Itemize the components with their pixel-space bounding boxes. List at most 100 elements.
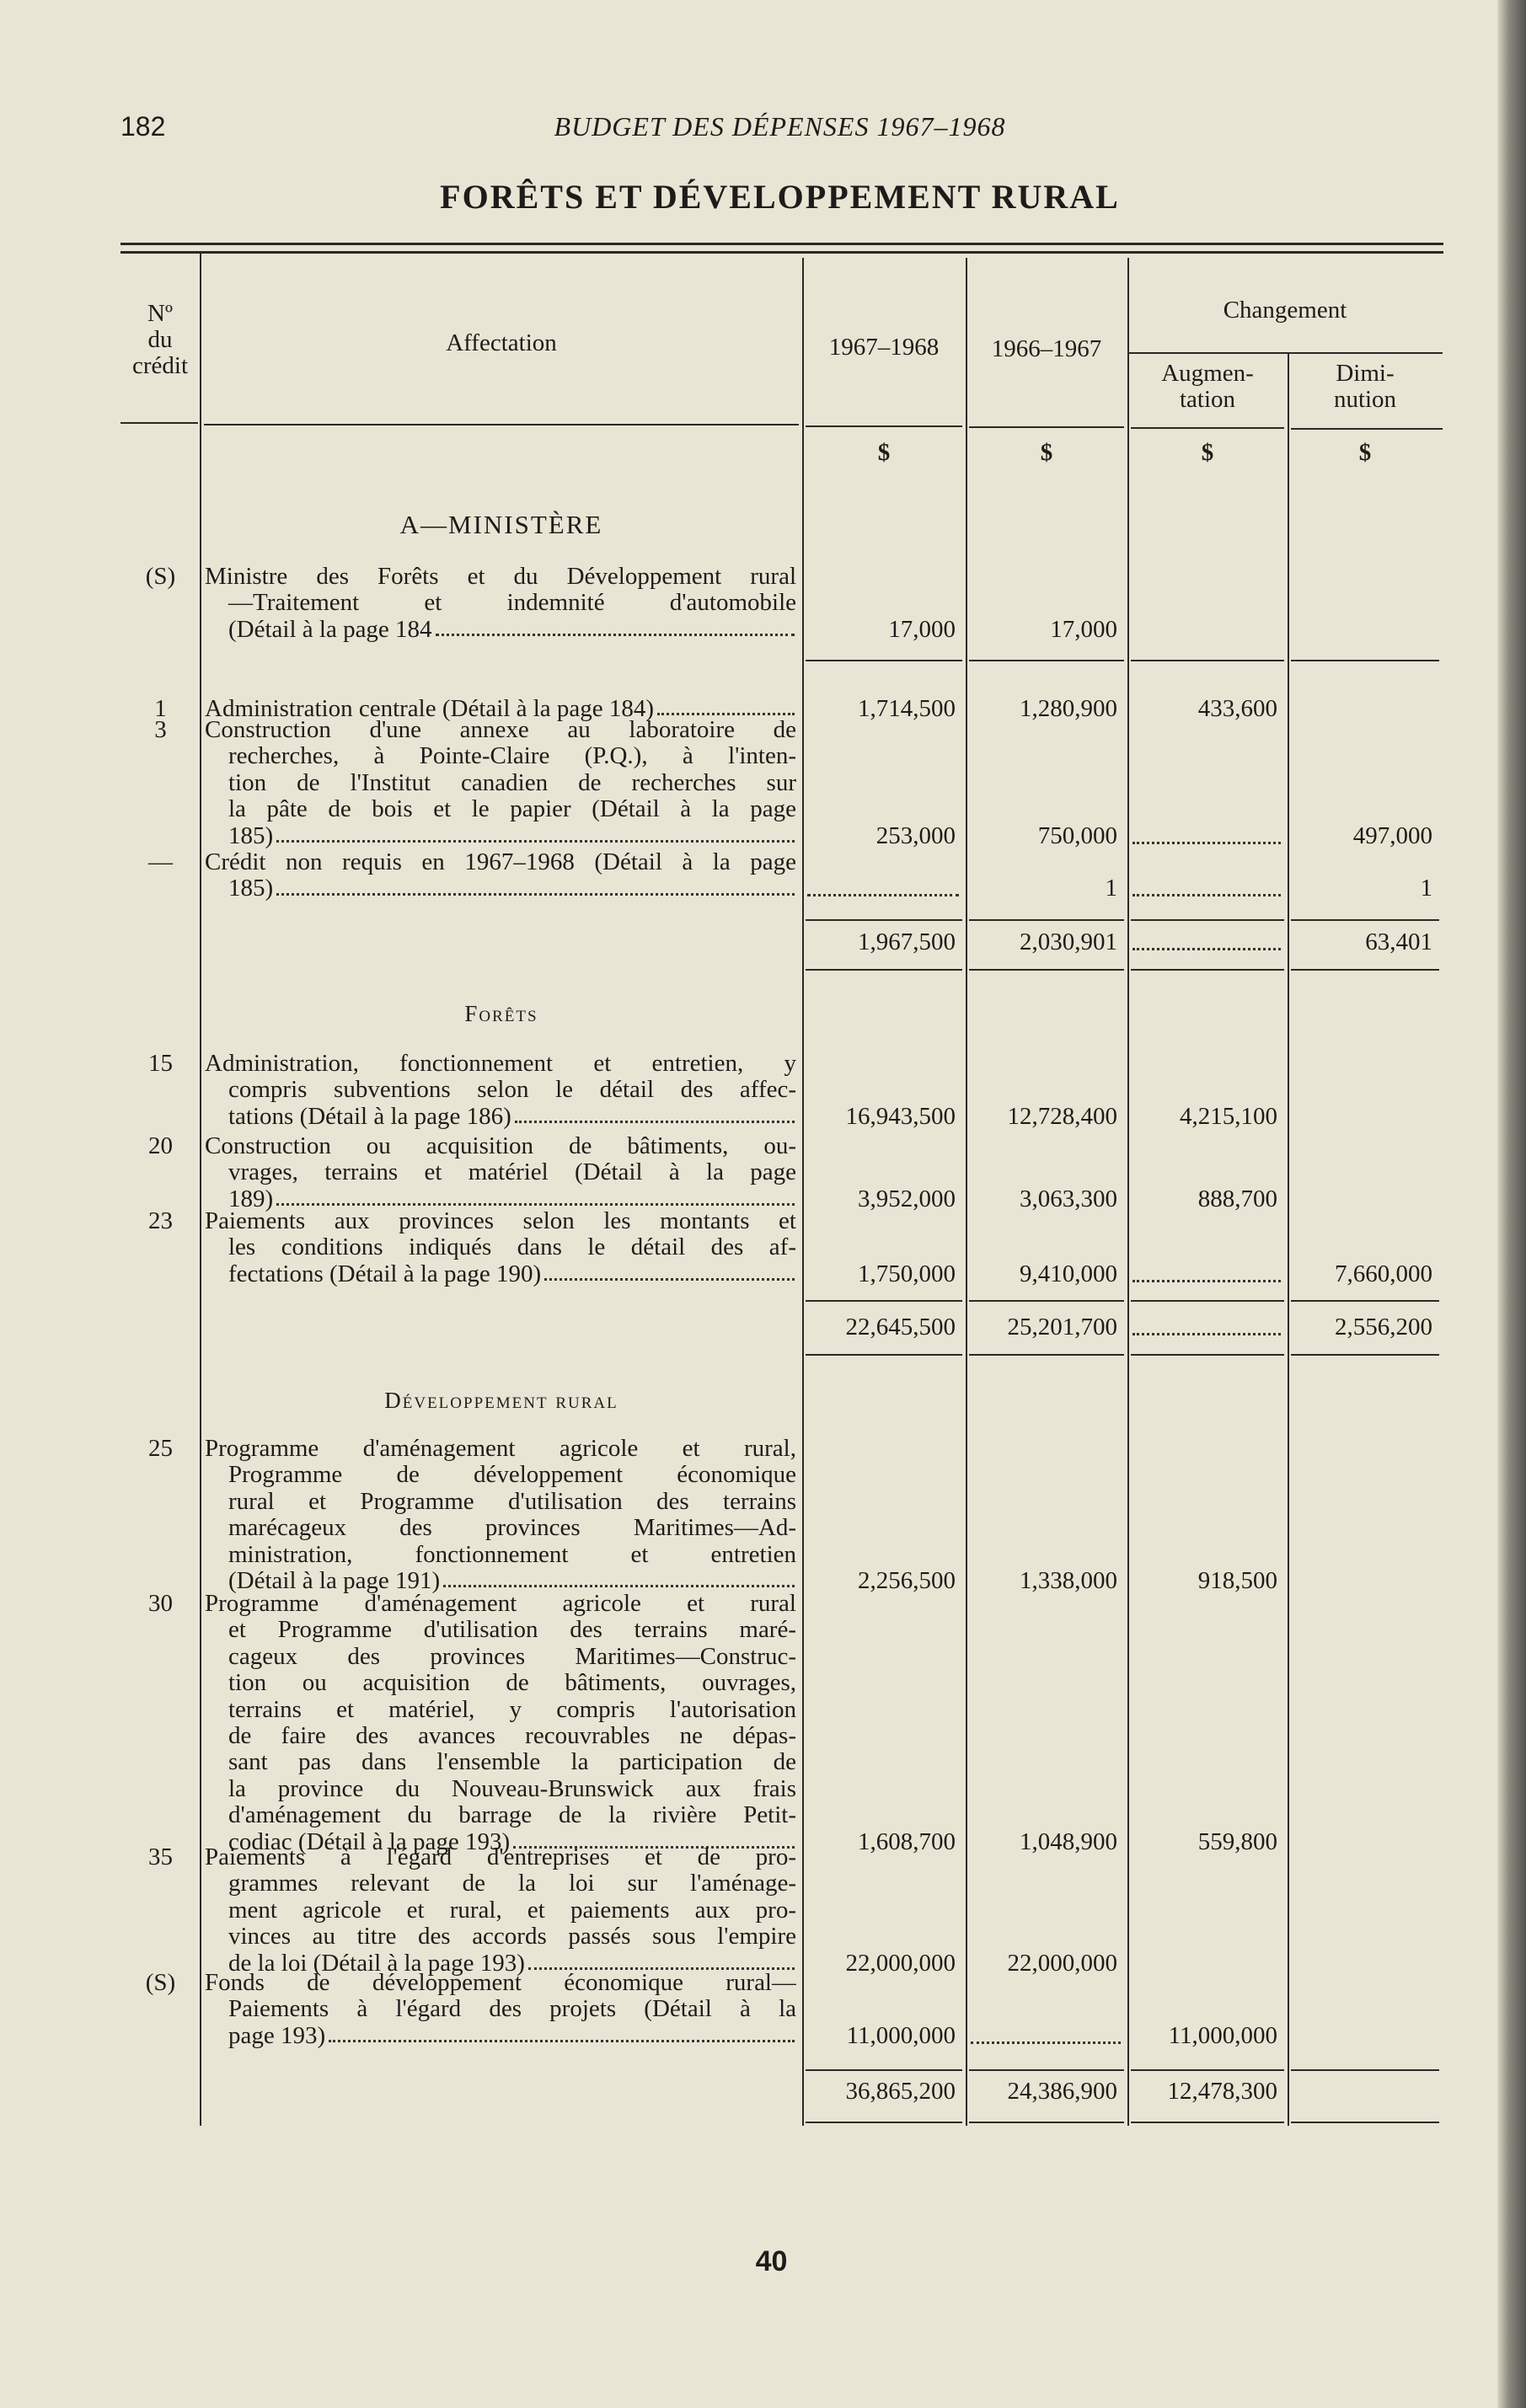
dot-leader [1132, 1333, 1281, 1335]
total-rule [969, 919, 1124, 921]
page-title: FORÊTS ET DÉVELOPPEMENT RURAL [440, 178, 1120, 216]
appropriation-description: Construction ou acquisition de bâtiments… [205, 1133, 796, 1212]
description-line: Administration centrale (Détail à la pag… [205, 696, 796, 722]
description-line: sant pas dans l'ensemble la participatio… [228, 1749, 796, 1776]
description-line: marécageux des provinces Maritimes—Ad- [228, 1515, 796, 1542]
description-line: Paiements aux provinces selon les montan… [205, 1208, 796, 1234]
running-head: BUDGET DES DÉPENSES 1967–1968 [554, 111, 1006, 142]
dot-leader [1132, 1279, 1281, 1282]
total-rule [1291, 919, 1439, 921]
footer-number: 40 [755, 2245, 788, 2277]
credit-number: — [148, 848, 173, 875]
header-text: Augmen- [1161, 360, 1254, 387]
amount-cell: 12,728,400 [1007, 1102, 1118, 1130]
amount-cell: 22,000,000 [1007, 1949, 1118, 1977]
amount-cell: 918,500 [1197, 1567, 1277, 1594]
dot-leader [276, 1186, 795, 1207]
currency-symbol: $ [1040, 439, 1053, 466]
appropriation-description: Fonds de développement économique rural—… [205, 1970, 796, 2049]
amount-cell: 1,048,900 [1020, 1827, 1117, 1855]
amount-cell: 1,608,700 [858, 1827, 956, 1855]
amount-cell: 559,800 [1197, 1827, 1277, 1855]
total-rule [1131, 1300, 1284, 1302]
description-line: tion de l'Institut canadien de recherche… [228, 769, 796, 796]
description-line: cageux des provinces Maritimes—Construc- [228, 1643, 796, 1670]
total-rule [1131, 2122, 1284, 2123]
description-line: ment agricole et rural, et paiements aux… [228, 1897, 796, 1924]
amount-cell: 17,000 [1050, 615, 1117, 643]
amount-cell: 2,030,901 [1020, 928, 1117, 955]
column-divider [1288, 354, 1289, 2126]
header-changement: Changement [1223, 297, 1347, 324]
amount-cell: 2,556,200 [1335, 1314, 1432, 1340]
dot-leader [807, 894, 959, 897]
amount-cell: 750,000 [1037, 821, 1117, 849]
dot-leader [443, 1568, 795, 1588]
total-rule [1291, 969, 1439, 971]
currency-symbol: $ [1201, 439, 1214, 466]
description-line: Construction ou acquisition de bâtiments… [205, 1133, 796, 1159]
description-line: Crédit non requis en 1967–1968 (Détail à… [205, 849, 796, 875]
currency-symbol: $ [1358, 439, 1372, 466]
description-line: fectations (Détail à la page 190) [205, 1261, 796, 1287]
description-text: page 193) [228, 2022, 326, 2049]
appropriation-description: Administration centrale (Détail à la pag… [205, 696, 796, 722]
total-rule [969, 2122, 1124, 2123]
column-divider [966, 258, 967, 2126]
header-bottom-rule [1131, 427, 1284, 429]
column-divider [200, 254, 201, 2126]
appropriation-description: Paiements à l'égard d'entreprises et de … [205, 1844, 796, 1977]
amount-cell: 22,645,500 [845, 1314, 956, 1340]
description-line: Ministre des Forêts et du Développement … [205, 564, 796, 590]
description-line: page 193) [205, 2023, 796, 2049]
description-line: Programme de développement économique [228, 1462, 796, 1489]
appropriation-description: Ministre des Forêts et du Développement … [205, 564, 796, 643]
total-rule [969, 1300, 1124, 1302]
header-augmentation: Augmen- tation [1127, 361, 1288, 413]
description-line: ministration, fonctionnement et entretie… [228, 1541, 796, 1568]
dot-leader [276, 875, 795, 896]
amount-cell: 9,410,000 [1020, 1260, 1117, 1287]
header-text: crédit [131, 352, 188, 379]
header-text: Nº [147, 300, 173, 327]
appropriation-description: Paiements aux provinces selon les montan… [205, 1208, 796, 1287]
credit-number: (S) [145, 563, 176, 590]
amount-cell: 1 [1105, 875, 1118, 902]
description-line: de faire des avances recouvrables ne dép… [228, 1723, 796, 1750]
description-line: d'aménagement du barrage de la rivière P… [228, 1802, 796, 1829]
total-rule [1291, 1300, 1439, 1302]
header-bottom-rule [1291, 428, 1443, 430]
credit-number: 25 [148, 1435, 173, 1462]
dot-leader [971, 2041, 1121, 2044]
amount-cell: 3,063,300 [1020, 1185, 1117, 1212]
total-rule [1131, 1354, 1284, 1356]
total-rule [806, 660, 962, 661]
description-line: tations (Détail à la page 186) [205, 1104, 796, 1130]
total-rule [1291, 1354, 1439, 1356]
dot-leader [1132, 841, 1281, 844]
section-heading: Forêts [464, 1001, 538, 1026]
total-rule [1131, 2069, 1284, 2071]
appropriation-description: Programme d'aménagement agricole et rura… [205, 1591, 796, 1855]
credit-number: 30 [148, 1590, 173, 1617]
description-text: (Détail à la page 184 [228, 616, 432, 643]
total-rule [969, 2069, 1124, 2071]
description-text: 189) [228, 1185, 274, 1212]
credit-number: 23 [148, 1207, 173, 1234]
header-bottom-rule [969, 426, 1124, 428]
appropriation-description: Construction d'une annexe au laboratoire… [205, 717, 796, 849]
dot-leader [544, 1261, 795, 1282]
appropriation-description: Programme d'aménagement agricole et rura… [205, 1436, 796, 1594]
description-line: Construction d'une annexe au laboratoire… [205, 717, 796, 743]
amount-cell: 253,000 [875, 821, 956, 849]
dot-leader [514, 1104, 795, 1124]
dot-leader [329, 2023, 795, 2043]
header-bottom-rule [120, 422, 198, 424]
total-rule [806, 919, 962, 921]
description-line: terrains et matériel, y compris l'autori… [228, 1696, 796, 1723]
description-line: vinces au titre des accords passés sous … [228, 1924, 796, 1950]
top-rule-2 [120, 251, 1443, 254]
credit-number: 20 [148, 1132, 173, 1159]
header-diminution: Dimi- nution [1288, 361, 1443, 413]
amount-cell: 16,943,500 [845, 1102, 956, 1130]
